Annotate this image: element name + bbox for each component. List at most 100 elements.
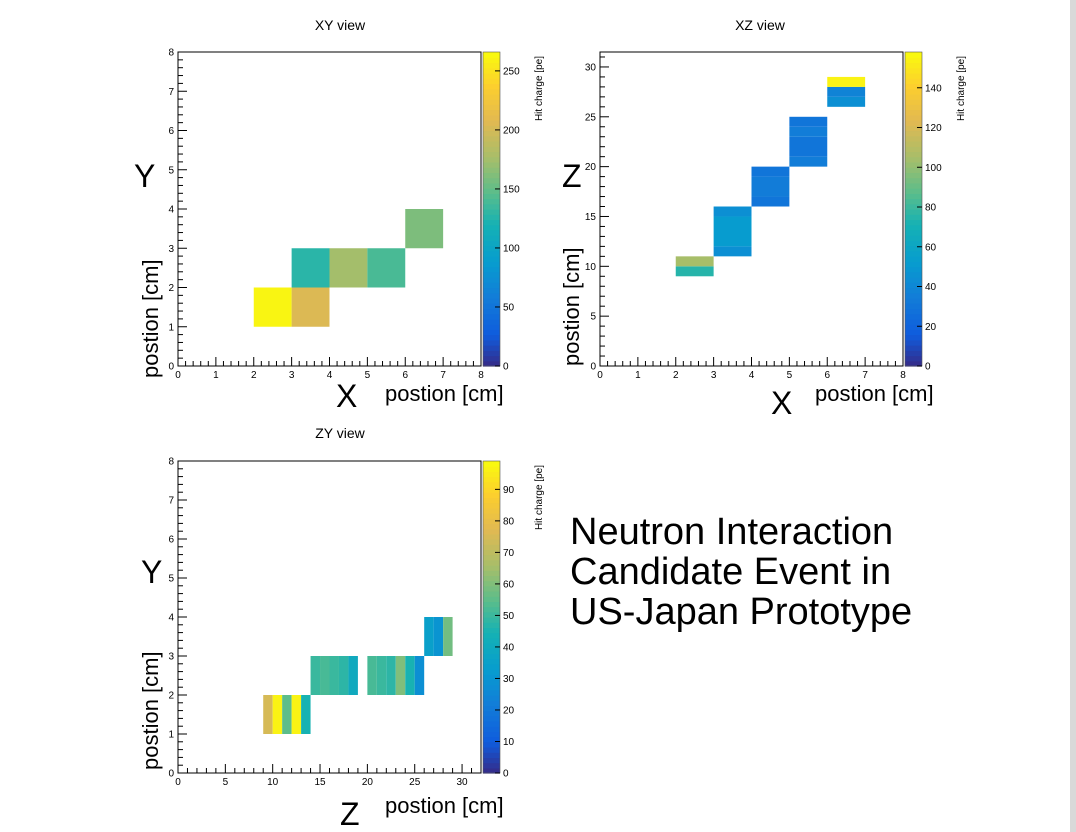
color-bar-segment: [483, 182, 500, 189]
color-bar-segment: [905, 318, 922, 325]
x-tick-label: 1: [213, 370, 219, 381]
color-bar-segment: [483, 627, 500, 634]
x-tick-label: 15: [314, 777, 326, 788]
y-tick-label: 4: [168, 613, 174, 624]
color-bar-segment: [483, 632, 500, 639]
color-bar-segment: [905, 156, 922, 163]
color-bar-segment: [483, 203, 500, 210]
y-tick-label: 3: [168, 244, 174, 255]
z-tick-label: 200: [503, 125, 520, 136]
color-bar-segment: [483, 355, 500, 362]
color-bar-segment: [483, 695, 500, 701]
color-bar-segment: [483, 313, 500, 320]
heatmap-cell: [376, 656, 387, 695]
color-bar-segment: [905, 214, 922, 221]
color-bar-segment: [483, 476, 500, 483]
x-tick-label: 30: [457, 777, 469, 788]
color-bar-segment: [483, 334, 500, 341]
color-bar-segment: [905, 57, 922, 64]
xz-x-axis-label: postion [cm]: [815, 381, 934, 406]
z-tick-label: 70: [503, 548, 515, 559]
color-bar-segment: [483, 245, 500, 252]
color-bar-segment: [483, 492, 500, 498]
heatmap-cell: [386, 656, 396, 695]
caption-line: US-Japan Prototype: [570, 591, 913, 633]
y-tick-label: 30: [585, 62, 597, 73]
color-bar-segment: [483, 570, 500, 576]
color-bar-segment: [483, 679, 500, 686]
color-bar-segment: [905, 93, 922, 100]
color-bar-segment: [483, 339, 500, 346]
zy-y-axis-big-label: Y: [141, 554, 163, 590]
z-tick-label: 40: [925, 282, 937, 293]
heatmap-cell: [789, 136, 828, 157]
z-tick-label: 120: [925, 123, 942, 134]
color-bar-segment: [905, 209, 922, 215]
y-tick-label: 6: [168, 126, 174, 137]
xy-z-axis-label: Hit charge [pe]: [534, 56, 545, 121]
color-bar-segment: [905, 219, 922, 226]
color-bar-segment: [483, 93, 500, 100]
color-bar-segment: [905, 360, 922, 367]
heatmap-cell: [713, 216, 752, 247]
color-bar-segment: [483, 324, 500, 330]
color-bar-segment: [905, 303, 922, 310]
heatmap-cell: [433, 617, 444, 656]
z-tick-label: 0: [925, 362, 931, 373]
color-bar-segment: [905, 172, 922, 179]
color-bar-segment: [905, 151, 922, 158]
heatmap-cell: [301, 695, 311, 734]
y-tick-label: 7: [168, 87, 174, 98]
x-tick-label: 1: [635, 370, 641, 381]
x-tick-label: 3: [711, 370, 717, 381]
color-bar-segment: [905, 188, 922, 194]
xz-z-axis-label: Hit charge [pe]: [956, 56, 967, 121]
color-bar-segment: [483, 114, 500, 121]
heatmap-cell: [291, 248, 330, 288]
color-bar-segment: [483, 83, 500, 90]
color-bar-segment: [483, 297, 500, 304]
heatmap-cell: [713, 246, 752, 257]
heatmap-cell: [405, 656, 415, 695]
z-tick-label: 100: [503, 243, 520, 254]
heatmap-cell: [713, 206, 752, 217]
color-bar-segment: [483, 329, 500, 336]
color-bar-segment: [483, 172, 500, 179]
color-bar-segment: [483, 146, 500, 153]
y-tick-label: 4: [168, 205, 174, 216]
color-bar-segment: [483, 140, 500, 147]
caption-line: Neutron Interaction: [570, 511, 894, 553]
heatmap-cell: [405, 209, 444, 249]
color-bar-segment: [483, 513, 500, 519]
color-bar-segment: [483, 585, 500, 592]
color-bar-segment: [483, 481, 500, 488]
color-bar-segment: [483, 282, 500, 289]
color-bar-segment: [905, 52, 922, 58]
color-bar-segment: [483, 345, 500, 351]
color-bar-segment: [483, 580, 500, 587]
z-tick-label: 60: [925, 242, 937, 253]
xy-title: XY view: [315, 17, 366, 33]
color-bar-segment: [905, 313, 922, 320]
color-bar-segment: [483, 643, 500, 649]
z-tick-label: 60: [503, 579, 515, 590]
color-bar-segment: [483, 229, 500, 236]
color-bar-segment: [483, 518, 500, 524]
y-tick-label: 8: [168, 48, 174, 59]
color-bar-segment: [483, 109, 500, 116]
color-bar-segment: [483, 88, 500, 95]
color-bar-segment: [905, 167, 922, 173]
color-bar-segment: [483, 99, 500, 105]
color-bar-segment: [905, 229, 922, 236]
y-tick-label: 5: [590, 312, 596, 323]
zy-color-bar-frame: [482, 460, 501, 774]
z-tick-label: 80: [925, 203, 937, 214]
x-tick-label: 6: [824, 370, 830, 381]
color-bar-segment: [483, 193, 500, 200]
color-bar-segment: [905, 182, 922, 189]
heatmap-cell: [751, 166, 790, 177]
z-tick-label: 20: [503, 705, 515, 716]
xz-x-axis-big-label: X: [771, 385, 793, 421]
x-tick-label: 8: [478, 370, 484, 381]
color-bar-segment: [483, 52, 500, 58]
